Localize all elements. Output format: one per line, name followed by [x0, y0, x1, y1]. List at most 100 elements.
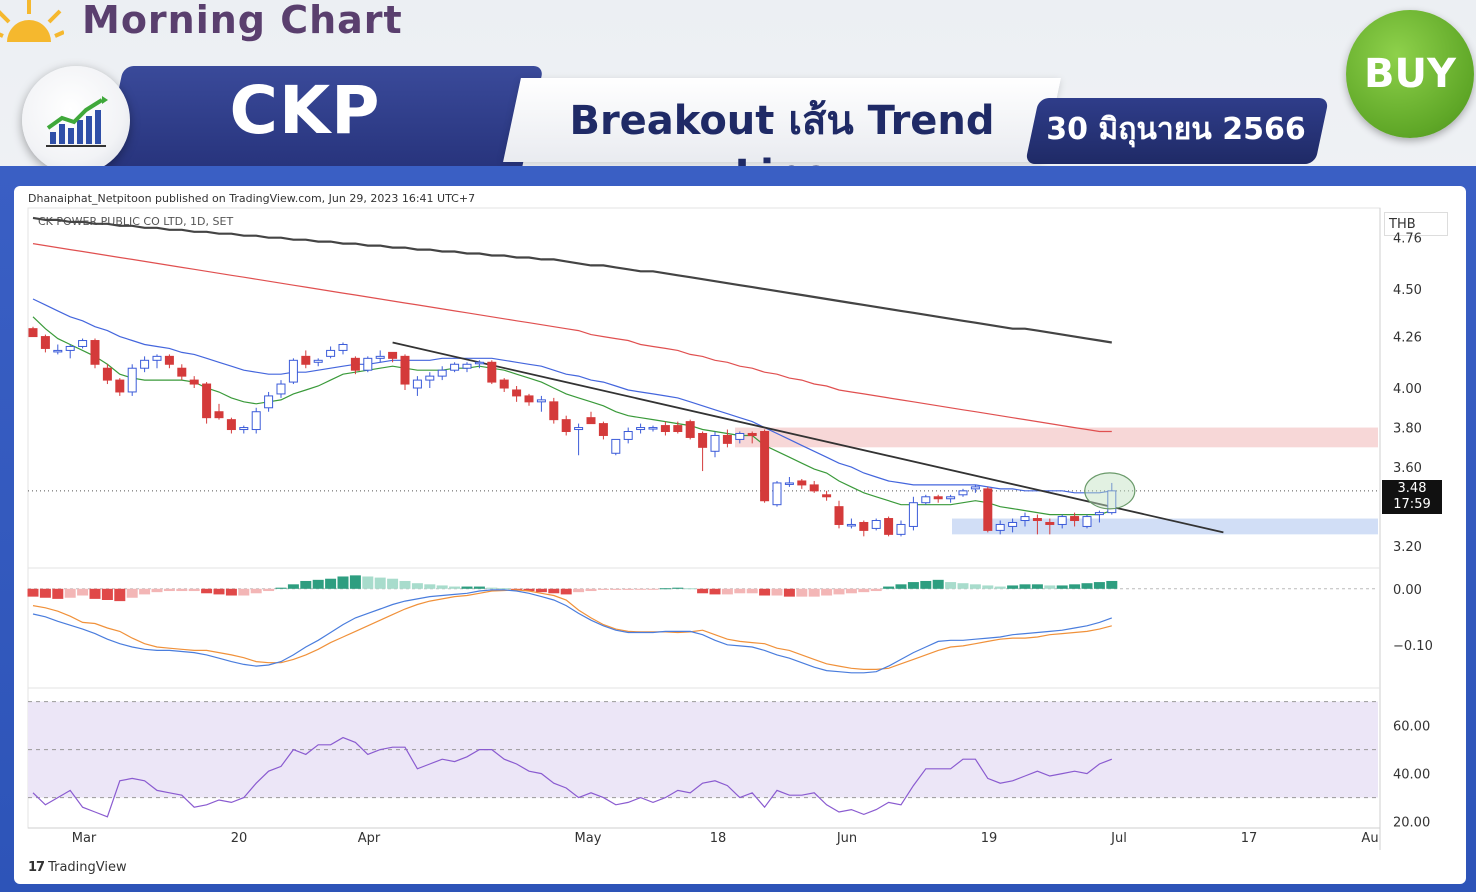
candle-body: [512, 389, 522, 397]
macd-histogram-bar: [151, 588, 163, 593]
macd-histogram-bar: [1069, 584, 1081, 589]
candle-body: [735, 432, 745, 440]
macd-histogram-bar: [27, 588, 39, 597]
tradingview-logo[interactable]: 17 TradingView: [28, 860, 127, 875]
candle-body: [264, 395, 274, 409]
candle-body: [90, 340, 100, 365]
ema-long-line: [32, 216, 1112, 344]
tradingview-label: TradingView: [48, 860, 127, 875]
macd-histogram-bar: [535, 588, 547, 593]
candle-body: [28, 328, 38, 338]
candle-body: [772, 482, 782, 506]
macd-histogram-bar: [759, 588, 771, 596]
candle-body: [140, 359, 150, 369]
macd-histogram-bar: [263, 588, 275, 592]
macd-histogram-bar: [176, 588, 188, 592]
candle-body: [908, 502, 918, 527]
candle-body: [958, 490, 968, 496]
candle-body: [784, 482, 794, 485]
time-tick-label: Au: [1361, 831, 1378, 846]
macd-histogram-bar: [883, 586, 895, 589]
time-tick-label: 17: [1241, 831, 1258, 846]
macd-histogram-bar: [1093, 582, 1105, 589]
candle-body: [115, 379, 125, 393]
rsi-tick-label: 60.00: [1393, 720, 1430, 735]
candle-body: [685, 421, 695, 438]
macd-line: [32, 589, 1113, 674]
macd-histogram-bar: [275, 587, 287, 589]
macd-histogram-bar: [1106, 580, 1118, 589]
sun-logo-icon: [0, 0, 64, 42]
candle-body: [450, 363, 460, 371]
candle-body: [834, 506, 844, 525]
macd-histogram-bar: [374, 577, 386, 589]
macd-histogram-bar: [1081, 583, 1093, 589]
macd-histogram-bar: [920, 580, 932, 589]
macd-histogram-bar: [250, 588, 262, 594]
macd-histogram-bar: [957, 583, 969, 589]
macd-histogram-bar: [449, 586, 461, 589]
macd-histogram-bar: [1056, 585, 1068, 589]
macd-tick-label: −0.10: [1393, 639, 1433, 654]
candle-body: [859, 521, 869, 531]
candle-body: [574, 427, 584, 431]
macd-histogram-bar: [1044, 585, 1056, 589]
macd-histogram-bar: [907, 582, 919, 589]
macd-histogram-bar: [523, 588, 535, 592]
candle-body: [946, 496, 956, 500]
macd-histogram-bar: [139, 588, 151, 595]
currency-label[interactable]: THB: [1384, 212, 1448, 236]
candle-body: [797, 480, 807, 486]
candle-body: [660, 425, 670, 433]
candle-body: [53, 349, 63, 353]
time-tick-label: Apr: [358, 831, 381, 846]
candle-body: [846, 523, 856, 527]
macd-histogram-bar: [337, 576, 349, 589]
macd-histogram-bar: [473, 586, 485, 589]
candle-body: [1094, 512, 1104, 516]
macd-histogram-bar: [833, 588, 845, 595]
macd-histogram-bar: [585, 588, 597, 592]
macd-histogram-bar: [387, 578, 399, 589]
candle-body: [251, 411, 261, 431]
macd-histogram-bar: [858, 588, 870, 593]
macd-histogram-bar: [721, 588, 733, 595]
macd-histogram-bar: [287, 584, 299, 589]
macd-histogram-bar: [647, 588, 659, 590]
candle-body: [350, 357, 360, 371]
macd-histogram-bar: [238, 588, 250, 596]
rsi-tick-label: 40.00: [1393, 768, 1430, 783]
candle-body: [623, 431, 633, 440]
macd-histogram-bar: [796, 588, 808, 597]
symbol-label: CK POWER PUBLIC CO LTD, 1D, SET: [38, 215, 234, 228]
macd-histogram-bar: [325, 578, 337, 589]
price-tick-label: 3.80: [1393, 422, 1422, 437]
candle-body: [536, 399, 546, 403]
breakout-marker: [1084, 472, 1136, 510]
candle-body: [710, 434, 720, 452]
macd-histogram-bar: [300, 580, 312, 589]
bar-chart-icon: [46, 96, 108, 147]
macd-histogram-bar: [77, 588, 89, 596]
price-tick-label: 3.20: [1393, 540, 1422, 555]
macd-histogram-bar: [610, 588, 622, 590]
macd-histogram-bar: [895, 584, 907, 589]
candle-body: [487, 361, 497, 383]
candle-body: [586, 417, 596, 425]
candle-body: [462, 363, 472, 369]
macd-histogram-bar: [436, 585, 448, 589]
trend-line: [392, 341, 1224, 534]
macd-histogram-bar: [969, 584, 981, 589]
candle-body: [1057, 516, 1067, 525]
candle-body: [1107, 490, 1117, 514]
candle-body: [388, 351, 398, 359]
candle-body: [78, 340, 88, 347]
macd-histogram-bar: [945, 582, 957, 589]
macd-histogram-bar: [89, 588, 101, 599]
tv-mark-icon: 17: [28, 860, 45, 875]
candle-body: [437, 369, 447, 377]
price-tick-label: 3.60: [1393, 461, 1422, 476]
candle-body: [598, 423, 608, 436]
candle-body: [412, 379, 422, 389]
